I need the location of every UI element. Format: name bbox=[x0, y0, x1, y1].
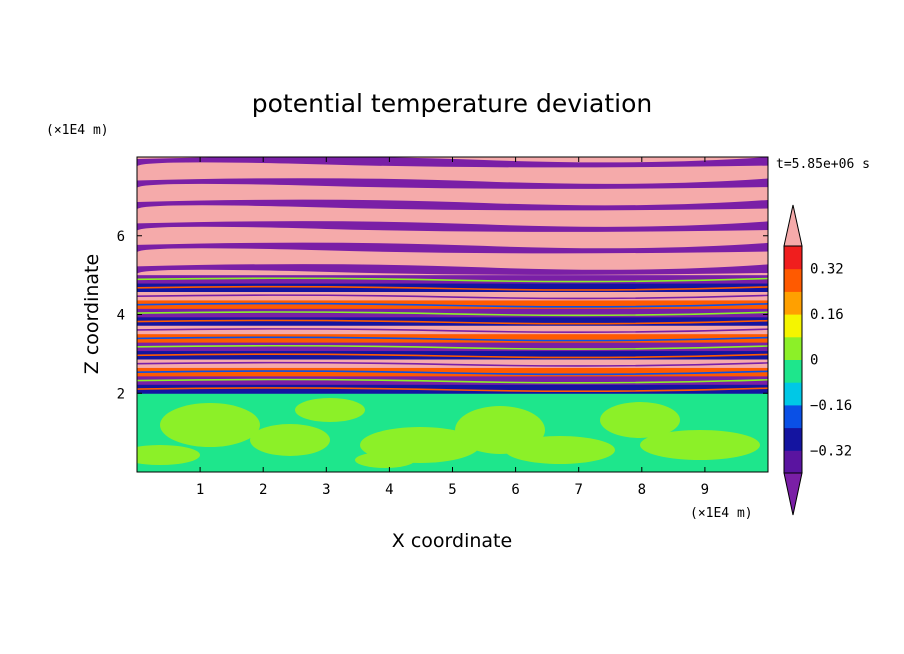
mid-streak-13 bbox=[137, 387, 768, 393]
swirl-9 bbox=[355, 452, 415, 468]
colorbar-segment bbox=[784, 291, 802, 315]
heatmap-field bbox=[137, 157, 768, 472]
y-tick-label: 2 bbox=[117, 386, 125, 402]
mid-streak-2 bbox=[137, 294, 768, 300]
mid-streak-1 bbox=[137, 285, 768, 291]
colorbar: 0.32 0.16 0 −0.16 −0.32 bbox=[783, 204, 852, 516]
purple-band-8 bbox=[137, 242, 768, 254]
colorbar-extend-low bbox=[783, 472, 803, 516]
time-label: t=5.85e+06 s bbox=[776, 157, 870, 172]
swirl-0 bbox=[160, 403, 260, 447]
x-axis-title: X coordinate bbox=[392, 530, 512, 552]
purple-band-0 bbox=[137, 157, 768, 168]
mid-streak-4 bbox=[137, 311, 768, 317]
x-unit-label: (×1E4 m) bbox=[690, 506, 753, 521]
x-axis: 1 2 3 4 5 6 7 8 9 bbox=[196, 157, 709, 498]
mid-streak-0 bbox=[137, 277, 768, 283]
mid-streak-12 bbox=[137, 378, 768, 384]
mid-streak-10 bbox=[137, 361, 768, 367]
colorbar-tick-label: 0 bbox=[810, 353, 818, 369]
colorbar-segment bbox=[784, 427, 802, 451]
y-axis: 2 4 6 bbox=[117, 229, 768, 402]
purple-band-10 bbox=[137, 264, 768, 275]
mid-streak-11 bbox=[137, 370, 768, 376]
mid-streak-5 bbox=[137, 319, 768, 325]
purple-band-2 bbox=[137, 178, 768, 189]
colorbar-segment bbox=[784, 382, 802, 406]
colorbar-tick-label: 0.16 bbox=[810, 307, 844, 323]
colorbar-tick-label: 0.32 bbox=[810, 262, 844, 278]
purple-band-6 bbox=[137, 221, 768, 232]
swirl-7 bbox=[640, 430, 760, 460]
mid-streak-9 bbox=[137, 353, 768, 359]
colorbar-tick-label: −0.32 bbox=[810, 443, 852, 459]
y-unit-label: (×1E4 m) bbox=[46, 123, 109, 138]
colorbar-segment bbox=[784, 450, 802, 474]
colorbar-frame bbox=[783, 245, 803, 474]
colorbar-extend-high bbox=[783, 204, 803, 247]
x-tick-label: 8 bbox=[638, 482, 646, 498]
mid-streak-7 bbox=[137, 336, 768, 342]
x-tick-label: 9 bbox=[701, 482, 709, 498]
colorbar-segment bbox=[784, 359, 802, 383]
purple-band-4 bbox=[137, 199, 768, 211]
x-tick-label: 2 bbox=[259, 482, 267, 498]
chart-title: potential temperature deviation bbox=[252, 89, 652, 118]
swirl-1 bbox=[250, 424, 330, 456]
mid-streak-6 bbox=[137, 328, 768, 333]
colorbar-segment bbox=[784, 314, 802, 338]
colorbar-segment bbox=[784, 268, 802, 292]
swirl-8 bbox=[137, 445, 200, 465]
mid-streak-3 bbox=[137, 302, 768, 308]
mid-streak-8 bbox=[137, 344, 768, 350]
y-tick-label: 4 bbox=[117, 308, 125, 324]
colorbar-segment bbox=[784, 404, 802, 429]
x-tick-label: 3 bbox=[322, 482, 330, 498]
x-tick-label: 5 bbox=[448, 482, 456, 498]
colorbar-segment bbox=[784, 246, 802, 270]
x-tick-label: 1 bbox=[196, 482, 204, 498]
x-tick-label: 7 bbox=[574, 482, 582, 498]
x-tick-label: 6 bbox=[511, 482, 519, 498]
swirl-5 bbox=[505, 436, 615, 464]
upper-layer bbox=[137, 157, 768, 276]
swirl-2 bbox=[295, 398, 365, 422]
colorbar-segment bbox=[784, 336, 802, 360]
x-tick-label: 4 bbox=[385, 482, 393, 498]
y-axis-title: Z coordinate bbox=[81, 254, 103, 374]
colorbar-tick-label: −0.16 bbox=[810, 398, 852, 414]
y-tick-label: 6 bbox=[117, 229, 125, 245]
swirl-6 bbox=[600, 402, 680, 438]
